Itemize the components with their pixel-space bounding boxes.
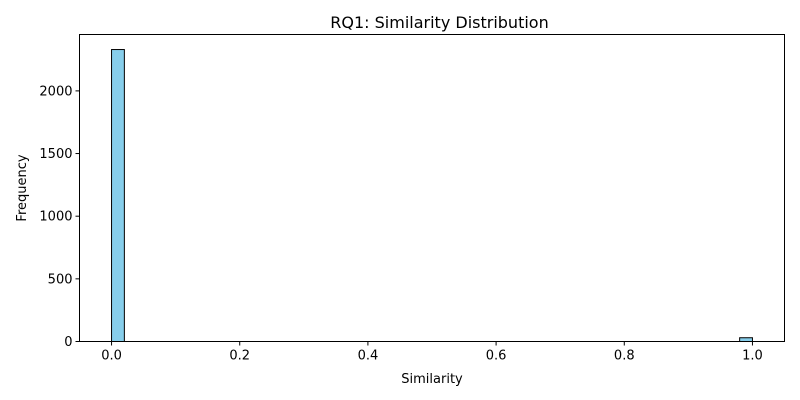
bars-group (111, 49, 753, 342)
y-tick-label: 1000 (39, 210, 72, 225)
histogram-bar (111, 49, 125, 342)
x-tick-label: 0.2 (229, 349, 250, 364)
y-tick-label: 1500 (39, 147, 72, 162)
x-tick-label: 0.4 (358, 349, 379, 364)
x-tick-label: 0.8 (614, 349, 635, 364)
y-tick-label: 2000 (39, 84, 72, 99)
plot-frame (79, 34, 785, 342)
y-tick-label: 500 (48, 272, 73, 287)
histogram-bar (739, 337, 753, 342)
x-axis-label: Similarity (401, 372, 463, 387)
x-tick-label: 0.6 (486, 349, 507, 364)
x-tick-label: 0.0 (101, 349, 122, 364)
y-axis-ticks: 0 500 1000 1500 2000 (39, 84, 80, 350)
x-tick-label: 1.0 (742, 349, 763, 364)
x-axis-ticks: 0.0 0.2 0.4 0.6 0.8 1.0 (101, 341, 763, 364)
y-tick-label: 0 (64, 335, 72, 350)
chart-title: RQ1: Similarity Distribution (330, 13, 548, 32)
y-axis-label: Frequency (15, 154, 30, 221)
